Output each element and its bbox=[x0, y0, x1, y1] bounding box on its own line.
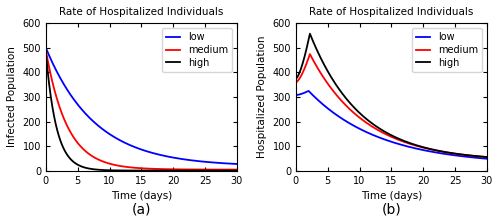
high bbox=[381, 130, 387, 132]
low bbox=[302, 91, 308, 94]
low bbox=[130, 145, 136, 148]
low bbox=[484, 157, 490, 160]
low bbox=[43, 47, 49, 49]
high bbox=[130, 169, 136, 172]
low bbox=[444, 153, 450, 155]
high bbox=[228, 169, 234, 172]
Line: low: low bbox=[296, 91, 487, 159]
medium bbox=[386, 134, 392, 137]
medium bbox=[478, 155, 484, 158]
medium bbox=[484, 156, 490, 158]
low bbox=[234, 163, 240, 165]
low bbox=[52, 68, 59, 71]
low bbox=[478, 157, 484, 160]
high bbox=[302, 51, 308, 54]
medium bbox=[52, 93, 59, 95]
high bbox=[386, 133, 392, 135]
medium bbox=[381, 132, 387, 134]
medium bbox=[43, 49, 49, 52]
Line: medium: medium bbox=[46, 50, 237, 170]
Line: high: high bbox=[296, 34, 487, 157]
high bbox=[136, 169, 142, 172]
Text: (b): (b) bbox=[382, 203, 402, 217]
low bbox=[228, 162, 234, 165]
high bbox=[194, 169, 200, 172]
Line: high: high bbox=[46, 53, 237, 171]
medium bbox=[234, 168, 240, 171]
medium bbox=[444, 151, 450, 154]
medium bbox=[302, 65, 308, 67]
Line: low: low bbox=[46, 48, 237, 164]
high bbox=[52, 122, 59, 125]
low bbox=[293, 94, 299, 96]
low bbox=[386, 140, 392, 142]
low bbox=[136, 147, 142, 150]
Line: medium: medium bbox=[296, 54, 487, 157]
high bbox=[307, 32, 313, 35]
low bbox=[228, 162, 234, 165]
medium bbox=[228, 168, 234, 171]
low bbox=[478, 157, 484, 160]
high bbox=[484, 156, 490, 158]
high bbox=[43, 51, 49, 54]
Title: Rate of Hospitalized Individuals: Rate of Hospitalized Individuals bbox=[309, 7, 474, 17]
medium bbox=[194, 168, 200, 171]
X-axis label: Time (days): Time (days) bbox=[361, 191, 422, 201]
Title: Rate of Hospitalized Individuals: Rate of Hospitalized Individuals bbox=[59, 7, 224, 17]
Y-axis label: Infected Population: Infected Population bbox=[7, 47, 17, 147]
medium bbox=[307, 53, 313, 55]
low bbox=[194, 160, 200, 162]
high bbox=[293, 77, 299, 80]
high bbox=[228, 169, 234, 172]
high bbox=[478, 155, 484, 158]
low bbox=[306, 90, 312, 92]
Text: (a): (a) bbox=[132, 203, 151, 217]
high bbox=[444, 151, 450, 154]
Legend: low, medium, high: low, medium, high bbox=[162, 28, 232, 72]
Legend: low, medium, high: low, medium, high bbox=[412, 28, 482, 72]
Y-axis label: Hospitalized Population: Hospitalized Population bbox=[257, 36, 267, 158]
medium bbox=[130, 166, 136, 169]
medium bbox=[136, 167, 142, 170]
medium bbox=[293, 81, 299, 84]
low bbox=[381, 138, 387, 141]
high bbox=[478, 155, 484, 158]
medium bbox=[228, 168, 234, 171]
medium bbox=[478, 155, 484, 158]
X-axis label: Time (days): Time (days) bbox=[111, 191, 172, 201]
high bbox=[234, 169, 240, 172]
